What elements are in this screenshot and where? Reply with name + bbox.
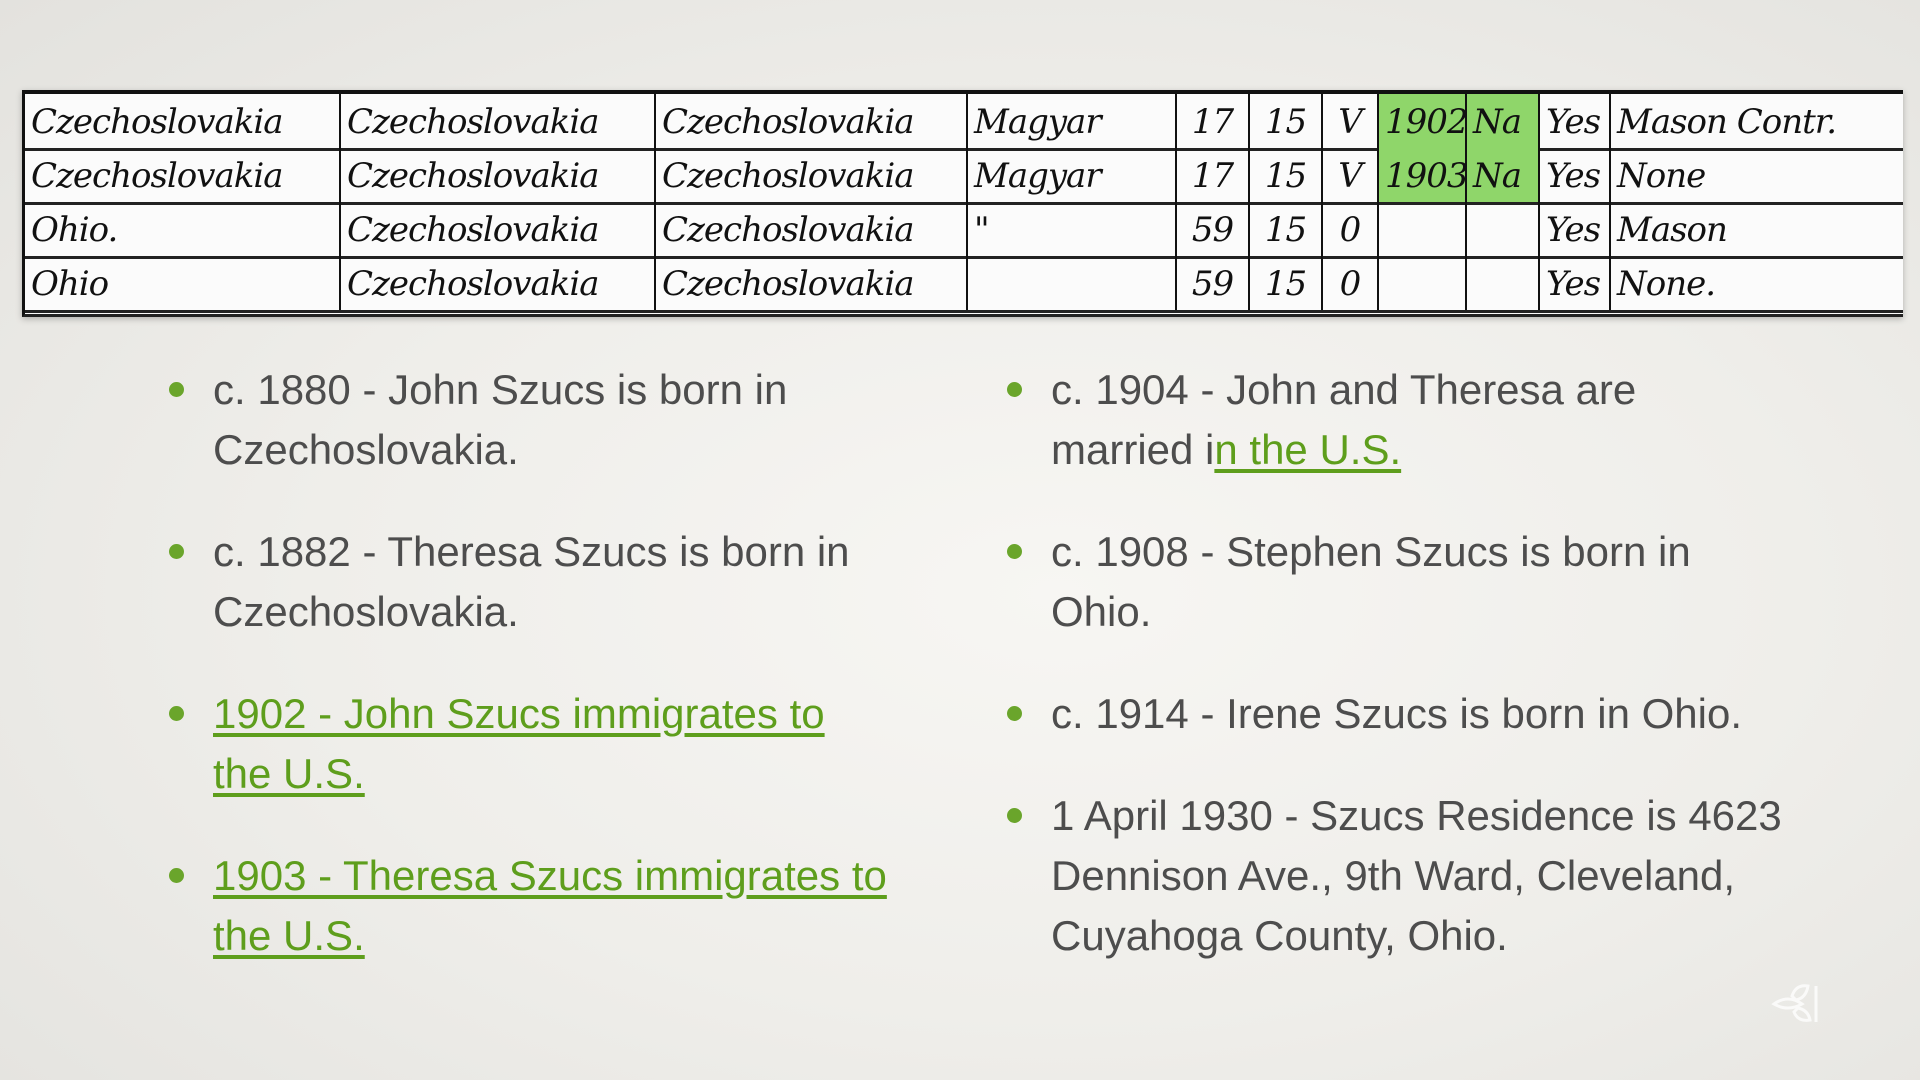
census-cell: V [1323,148,1379,202]
bullet-icon [169,544,184,559]
census-cell: 1903 [1379,148,1467,202]
bullet-icon [169,706,184,721]
item-text: 1 April 1930 - Szucs Residence is 4623 D… [1051,792,1782,959]
census-cell: Ohio [25,256,341,310]
census-cell: Czechoslovakia [656,148,968,202]
census-record-image: Czechoslovakia Czechoslovakia Czechoslovak… [22,90,1903,317]
immigration-link-john[interactable]: 1902 - John Szucs immigrates to the U.S. [213,690,825,797]
census-cell: Mason [1617,210,1728,250]
census-cell [1379,256,1467,310]
census-cell: Czechoslovakia [341,148,656,202]
census-cell: None [1617,156,1706,196]
census-cell [1467,202,1540,256]
item-text: c. 1880 - John Szucs is born in Czechosl… [213,366,788,473]
list-item: 1 April 1930 - Szucs Residence is 4623 D… [1007,786,1791,966]
census-cell: Czechoslovakia [656,256,968,310]
census-cell: 59 [1177,256,1250,310]
immigration-link-theresa[interactable]: 1903 - Theresa Szucs immigrates to the U… [213,852,887,959]
census-cell: 15 [1250,202,1323,256]
census-cell: 17 [1177,94,1250,148]
census-cell: Magyar [968,148,1177,202]
census-cell: Yes [1540,94,1611,148]
bullet-icon [1007,544,1022,559]
bullet-icon [169,868,184,883]
census-cell [1467,256,1540,310]
census-cell: Czechoslovakia [656,202,968,256]
bullet-icon [1007,382,1022,397]
list-item[interactable]: 1902 - John Szucs immigrates to the U.S. [169,684,893,804]
census-cell: 1902 [1379,94,1467,148]
item-text: c. 1882 - Theresa Szucs is born in Czech… [213,528,850,635]
census-cell [1379,202,1467,256]
list-item: c. 1880 - John Szucs is born in Czechosl… [169,360,893,480]
census-cell: 15 [1250,148,1323,202]
census-cell: Czechoslovakia [25,94,341,148]
census-cell: Czechoslovakia [341,256,656,310]
census-cell: Na [1467,148,1540,202]
item-text: c. 1914 - Irene Szucs is born in Ohio. [1051,690,1743,737]
list-item: c. 1914 - Irene Szucs is born in Ohio. [1007,684,1791,744]
bullet-icon [1007,706,1022,721]
census-cell: Mason Contr. [1617,102,1837,142]
census-cell: Czechoslovakia [656,94,968,148]
census-cell: 17 [1177,148,1250,202]
census-cell: 0 [1323,202,1379,256]
list-item: c. 1882 - Theresa Szucs is born in Czech… [169,522,893,642]
census-cell: Yes [1540,202,1611,256]
list-item[interactable]: 1903 - Theresa Szucs immigrates to the U… [169,846,893,966]
bullet-icon [169,382,184,397]
census-row: Ohio. Czechoslovakia Czechoslovakia " 59 15 0 Y… [25,202,1903,259]
leaf-logo-icon [1771,984,1818,1022]
census-cell: Magyar [968,94,1177,148]
census-row: Czechoslovakia Czechoslovakia Czechoslovak… [25,148,1903,205]
census-cell: Yes [1540,256,1611,310]
census-cell: 59 [1177,202,1250,256]
census-row: Czechoslovakia Czechoslovakia Czechoslovak… [25,94,1903,151]
census-cell: Ohio. [25,202,341,256]
census-cell: 15 [1250,94,1323,148]
census-row: Ohio Czechoslovakia Czechoslovakia 59 15 0 Yes… [25,256,1903,313]
census-cell: 15 [1250,256,1323,310]
marriage-link[interactable]: n the U.S. [1214,426,1402,473]
census-cell: Yes [1540,148,1611,202]
census-cell: " [968,202,1177,256]
item-text: c. 1904 - John and Theresa are married i [1051,366,1637,473]
census-cell: V [1323,94,1379,148]
item-text: c. 1908 - Stephen Szucs is born in Ohio. [1051,528,1691,635]
bullet-icon [1007,808,1022,823]
census-cell: 0 [1323,256,1379,310]
list-item: c. 1908 - Stephen Szucs is born in Ohio. [1007,522,1771,642]
list-item: c. 1904 - John and Theresa are married i… [1007,360,1771,480]
census-cell [968,256,1177,310]
census-cell: Czechoslovakia [341,94,656,148]
census-cell: None. [1617,264,1716,304]
census-cell: Czechoslovakia [25,148,341,202]
census-cell: Na [1467,94,1540,148]
census-cell: Czechoslovakia [341,202,656,256]
